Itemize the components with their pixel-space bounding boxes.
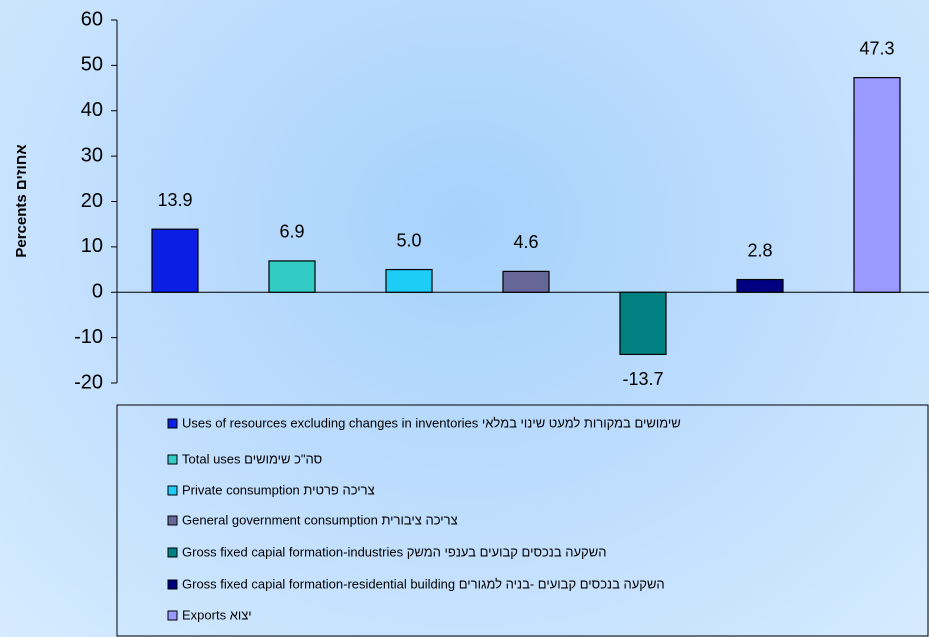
y-tick-label: 60	[81, 8, 103, 30]
data-label: 6.9	[279, 222, 304, 242]
data-label: -13.7	[622, 369, 663, 389]
bar	[385, 268, 433, 293]
legend-swatch	[167, 547, 178, 558]
legend-swatch	[167, 579, 178, 590]
data-label: 13.9	[157, 190, 192, 210]
bar	[619, 291, 667, 356]
legend-swatch	[167, 515, 178, 526]
legend-swatch	[167, 610, 178, 621]
legend-label: Gross fixed capial formation-residential…	[182, 576, 665, 591]
legend-label: Uses of resources excluding changes in i…	[182, 415, 681, 430]
legend-label: Exports יצוא	[182, 607, 252, 622]
bar	[502, 270, 550, 293]
y-tick-label: 40	[81, 99, 103, 121]
y-tick-label: 10	[81, 235, 103, 257]
y-tick-label: -10	[74, 326, 103, 348]
legend-swatch	[167, 454, 178, 465]
bar	[853, 77, 901, 293]
y-tick-label: 30	[81, 144, 103, 166]
y-tick-label: 0	[92, 281, 103, 303]
legend-label: Gross fixed capial formation-industries …	[182, 544, 606, 559]
legend-label: Private consumption צריכה פרטית	[182, 482, 375, 497]
data-label: 2.8	[747, 240, 772, 260]
y-tick-label: 50	[81, 54, 103, 76]
legend-label: Total uses סה"כ שימושים	[182, 451, 322, 466]
data-label: 4.6	[513, 232, 538, 252]
bar	[151, 228, 199, 293]
bar	[736, 278, 784, 293]
y-tick-label: -20	[74, 371, 103, 393]
bar	[268, 260, 316, 293]
legend-swatch	[167, 418, 178, 429]
data-label: 5.0	[396, 230, 421, 250]
legend-swatch	[167, 485, 178, 496]
legend-label: General government consumption צריכה ציב…	[182, 512, 458, 527]
y-axis-label: Percents אחוזים	[13, 144, 30, 257]
y-tick-label: 20	[81, 190, 103, 212]
legend-box	[116, 404, 929, 637]
data-label: 47.3	[859, 38, 894, 58]
